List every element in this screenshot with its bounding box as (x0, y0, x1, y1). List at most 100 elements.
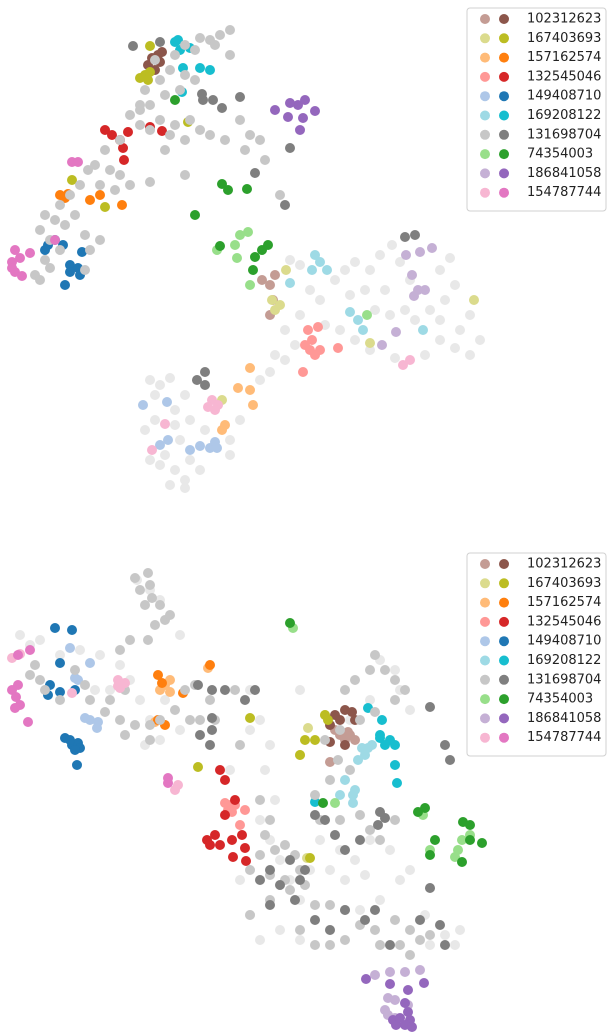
data-point (290, 895, 300, 905)
data-point (390, 675, 400, 685)
data-point (145, 455, 155, 465)
data-point (245, 385, 255, 395)
data-point (115, 170, 125, 180)
data-point (362, 310, 372, 320)
data-point (265, 865, 275, 875)
legend-label: 169208122 (527, 108, 601, 123)
legend-marker (480, 168, 490, 179)
data-point (365, 345, 375, 355)
data-point (265, 367, 275, 377)
data-point (345, 307, 355, 317)
data-point (235, 115, 245, 125)
data-point (175, 435, 185, 445)
data-point (280, 200, 290, 210)
data-point (128, 41, 138, 51)
data-point (333, 343, 343, 353)
data-point (155, 380, 165, 390)
data-point (245, 130, 255, 140)
data-point (380, 285, 390, 295)
data-point (440, 940, 450, 950)
legend-label: 131698704 (527, 127, 601, 142)
data-point (403, 985, 413, 995)
data-point (365, 665, 375, 675)
data-point (395, 940, 405, 950)
data-point (202, 835, 212, 845)
data-point (95, 650, 105, 660)
data-point (153, 670, 163, 680)
legend-label: 102312623 (527, 12, 601, 27)
data-point (325, 925, 335, 935)
data-point (40, 210, 50, 220)
data-point (325, 775, 335, 785)
data-point (200, 425, 210, 435)
data-point (313, 322, 323, 332)
data-point (119, 155, 129, 165)
data-point (340, 845, 350, 855)
data-point (425, 702, 435, 712)
data-point (35, 275, 45, 285)
legend-label: 167403693 (527, 31, 601, 46)
data-point (225, 25, 235, 35)
data-point (415, 247, 425, 257)
data-point (80, 265, 90, 275)
data-point (242, 184, 252, 194)
data-point (307, 335, 317, 345)
data-point (350, 257, 360, 267)
data-point (370, 905, 380, 915)
data-point (225, 450, 235, 460)
data-point (335, 325, 345, 335)
data-point (40, 685, 50, 695)
data-point (248, 265, 258, 275)
data-point (255, 795, 265, 805)
legend-label: 157162574 (527, 595, 601, 610)
data-point (162, 397, 172, 407)
data-point (220, 810, 230, 820)
data-point (73, 675, 83, 685)
data-point (225, 50, 235, 60)
data-point (85, 658, 95, 668)
legend-marker (480, 129, 490, 140)
data-point (70, 210, 80, 220)
legend-marker (480, 655, 490, 666)
data-point (130, 720, 140, 730)
data-point (270, 305, 280, 315)
data-point (165, 480, 175, 490)
data-point (285, 855, 295, 865)
data-point (125, 635, 135, 645)
data-point (135, 73, 145, 83)
data-point (255, 375, 265, 385)
data-point (315, 257, 325, 267)
data-point (360, 750, 370, 760)
data-point (235, 820, 245, 830)
data-point (469, 295, 479, 305)
legend-marker (480, 187, 490, 198)
legend-label: 102312623 (527, 557, 601, 572)
data-point (110, 185, 120, 195)
legend-label: 74354003 (527, 147, 593, 162)
data-point (173, 35, 183, 45)
data-point (270, 350, 280, 360)
data-point (245, 363, 255, 373)
data-point (445, 253, 455, 263)
data-point (245, 725, 255, 735)
data-point (200, 380, 210, 390)
data-point (185, 455, 195, 465)
data-point (75, 645, 85, 655)
data-point (390, 740, 400, 750)
data-point (387, 240, 397, 250)
legend-marker (499, 713, 509, 724)
data-point (143, 568, 153, 578)
data-point (377, 340, 387, 350)
data-point (205, 660, 215, 670)
data-point (40, 245, 50, 255)
data-point (355, 715, 365, 725)
legend-marker (480, 597, 490, 608)
data-point (160, 145, 170, 155)
data-point (283, 112, 293, 122)
data-point (138, 400, 148, 410)
data-point (175, 725, 185, 735)
legend-marker (480, 71, 490, 82)
data-point (17, 271, 27, 281)
data-point (375, 835, 385, 845)
data-point (360, 915, 370, 925)
